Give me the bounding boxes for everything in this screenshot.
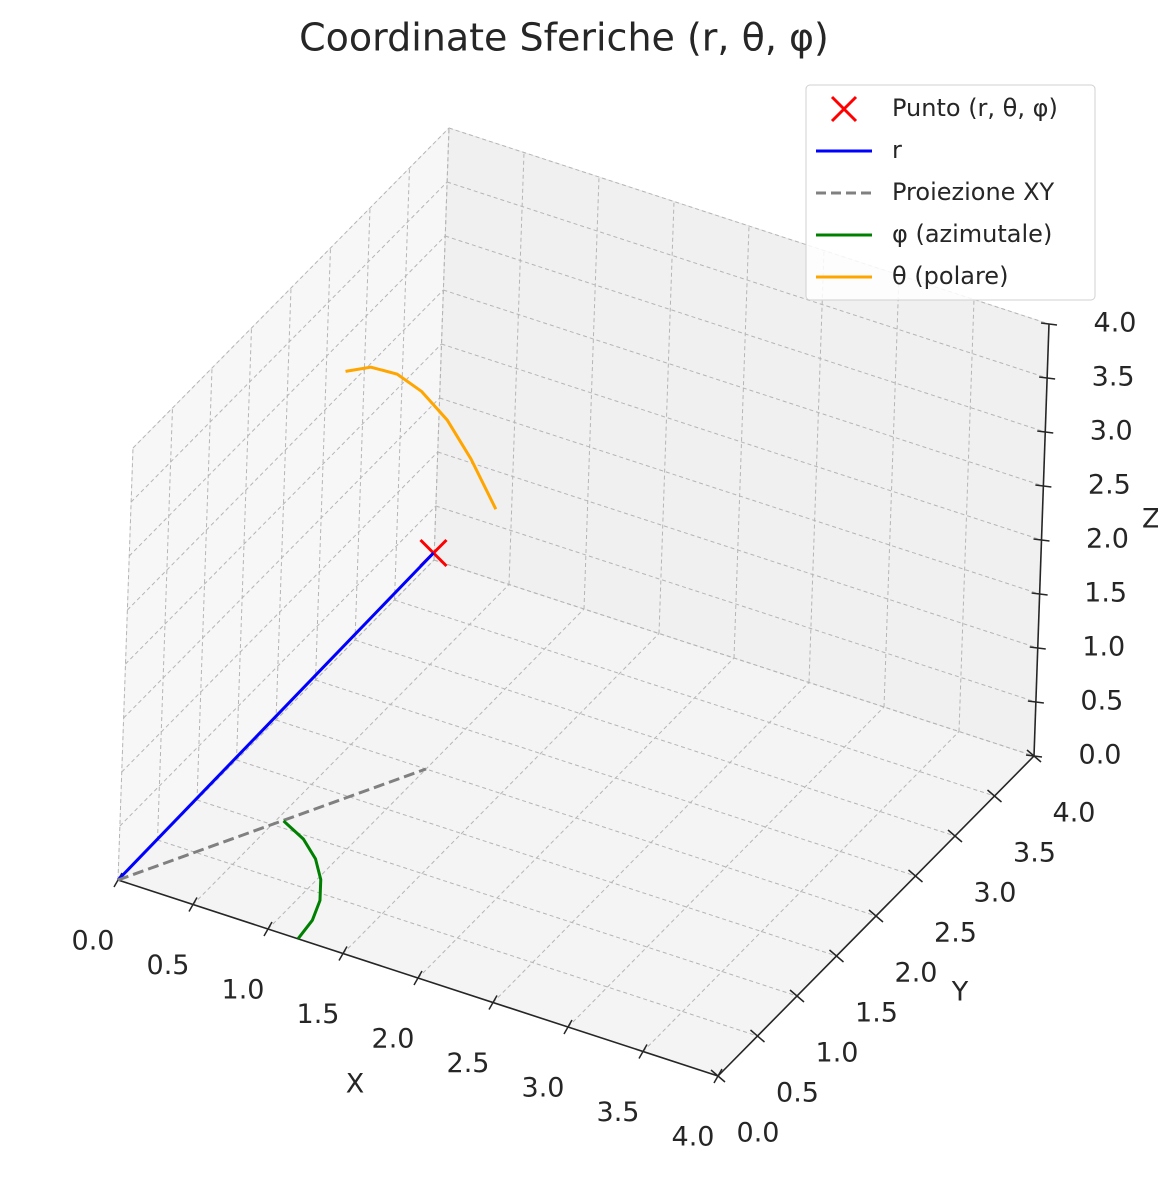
legend-label: Punto (r, θ, φ) xyxy=(892,94,1058,122)
grid-line xyxy=(132,127,450,449)
x-tick-label: 0.5 xyxy=(147,950,190,981)
grid-line xyxy=(275,719,877,917)
grid-line xyxy=(342,633,660,954)
series-line xyxy=(117,767,427,882)
grid-line xyxy=(439,397,1040,595)
z-tick-label: 4.0 xyxy=(1094,308,1137,339)
z-tick-label: 1.0 xyxy=(1082,632,1125,663)
series-line xyxy=(282,819,323,940)
legend-label: θ (polare) xyxy=(892,262,1008,290)
grid-line xyxy=(958,299,975,732)
y-axis xyxy=(717,755,1035,1077)
grid-line xyxy=(125,343,442,665)
x-tick-label: 3.0 xyxy=(522,1073,565,1104)
grid-line xyxy=(130,181,448,503)
grid-line xyxy=(275,287,292,721)
legend-label: Proiezione XY xyxy=(892,178,1055,206)
legend-box xyxy=(805,84,1096,301)
grid-line xyxy=(642,731,960,1052)
x-axis-label: X xyxy=(346,1069,365,1100)
chart-title: Coordinate Sferiche (r, θ, φ) xyxy=(299,16,829,60)
grid-line xyxy=(433,559,1035,757)
grid-line xyxy=(446,181,1048,379)
grid-line xyxy=(394,167,410,601)
grid-line xyxy=(119,505,437,827)
grid-line xyxy=(354,207,371,641)
grid-line xyxy=(808,250,825,683)
x-tick-label: 2.0 xyxy=(372,1024,415,1055)
grid-line xyxy=(883,274,900,708)
grid-line xyxy=(443,289,1044,487)
y-axis-label: Y xyxy=(951,977,969,1008)
x-tick-label: 1.0 xyxy=(222,975,265,1006)
x-tick-label: 1.5 xyxy=(297,999,340,1030)
grid-line xyxy=(567,706,885,1028)
legend-label: φ (azimutale) xyxy=(892,220,1052,248)
grid-line xyxy=(236,759,837,957)
grid-line xyxy=(128,235,446,557)
y-tick-label: 4.0 xyxy=(1053,798,1096,829)
grid-line xyxy=(157,839,758,1037)
z-tick-label: 2.5 xyxy=(1088,470,1131,501)
grid-line xyxy=(315,247,331,681)
x-tick-label: 3.5 xyxy=(597,1097,640,1128)
grid-line xyxy=(583,176,600,610)
z-tick-label: 3.0 xyxy=(1090,416,1133,447)
y-tick-label: 2.0 xyxy=(895,958,938,989)
y-tick-label: 2.5 xyxy=(934,918,977,949)
z-tick-label: 0.0 xyxy=(1079,740,1122,771)
x-axis xyxy=(117,879,719,1077)
grid-line xyxy=(196,367,213,801)
series-line xyxy=(345,365,498,510)
y-tick-label: 3.0 xyxy=(974,878,1017,909)
grid-line xyxy=(236,327,252,761)
y-tick-label: 1.0 xyxy=(816,1038,859,1069)
y-tick-label: 3.5 xyxy=(1013,838,1056,869)
series-line xyxy=(116,551,435,882)
grid-line xyxy=(441,343,1042,541)
y-tick-label: 1.5 xyxy=(855,998,898,1029)
grid-line xyxy=(354,639,956,837)
grid-line xyxy=(658,201,675,634)
grid-line xyxy=(157,407,173,841)
grid-line xyxy=(315,679,916,877)
legend-label: r xyxy=(892,136,902,164)
grid-line xyxy=(117,447,134,881)
x-tick-label: 0.0 xyxy=(72,926,115,957)
grid-line xyxy=(733,225,750,659)
grid-line xyxy=(117,559,435,881)
x-tick-label: 4.0 xyxy=(672,1122,715,1153)
grid-line xyxy=(435,505,1037,703)
grid-line xyxy=(437,451,1038,649)
grid-line xyxy=(394,599,995,797)
z-axis-label: Z xyxy=(1142,504,1158,535)
grid-line xyxy=(127,289,444,611)
grid-line xyxy=(123,397,440,719)
grid-line xyxy=(121,451,439,773)
z-tick-label: 1.5 xyxy=(1084,578,1127,609)
grid-line xyxy=(508,152,525,585)
y-tick-label: 0.0 xyxy=(737,1118,780,1149)
z-axis xyxy=(1033,323,1050,757)
x-tick-label: 2.5 xyxy=(447,1048,490,1079)
z-tick-label: 3.5 xyxy=(1092,362,1135,393)
z-tick-label: 0.5 xyxy=(1080,686,1123,717)
z-tick-label: 2.0 xyxy=(1086,524,1129,555)
legend-marker xyxy=(830,95,858,123)
grid-line xyxy=(433,127,450,561)
y-tick-label: 0.5 xyxy=(776,1078,819,1109)
grid-line xyxy=(445,235,1046,433)
